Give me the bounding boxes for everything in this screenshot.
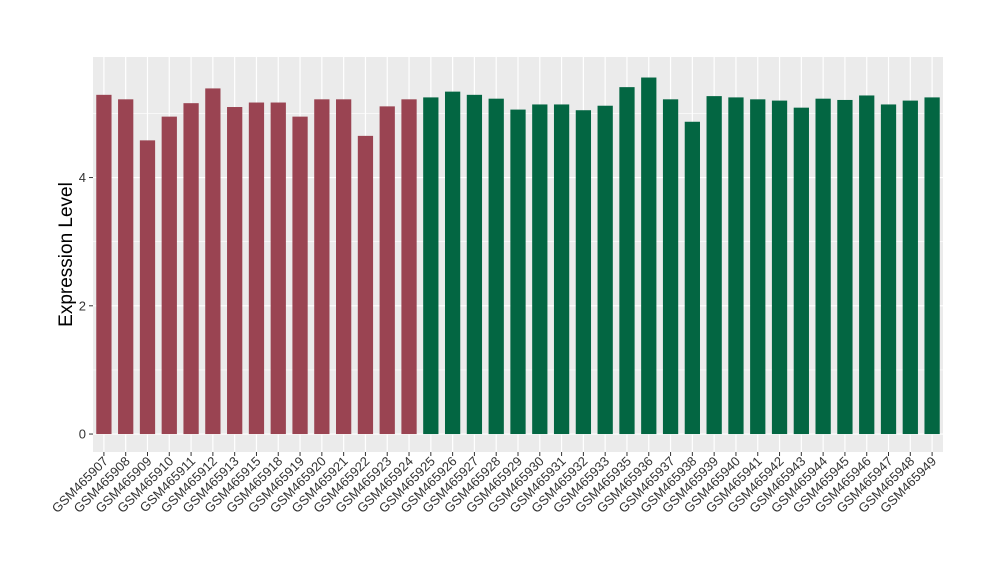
bar-gsm465936 (641, 77, 657, 435)
bar-gsm465909 (139, 140, 156, 435)
bar-gsm465923 (379, 106, 395, 435)
bar-gsm465915 (248, 102, 265, 435)
bar-gsm465925 (423, 97, 439, 435)
bar-gsm465928 (488, 98, 504, 435)
bar-gsm465918 (270, 102, 286, 435)
bar-gsm465947 (880, 104, 897, 435)
bar-gsm465942 (771, 100, 788, 435)
bar-gsm465929 (510, 109, 526, 435)
bar-gsm465927 (466, 94, 483, 435)
bar-gsm465939 (706, 96, 722, 435)
bar-gsm465949 (924, 97, 940, 435)
bar-gsm465924 (401, 99, 417, 435)
bar-gsm465930 (532, 104, 548, 435)
bar-gsm465931 (553, 104, 570, 435)
bar-gsm465933 (597, 105, 613, 435)
y-tick-label: 0 (79, 427, 86, 442)
bar-gsm465908 (118, 99, 134, 435)
bar-gsm465910 (161, 116, 177, 435)
bar-gsm465948 (902, 100, 918, 435)
bar-gsm465937 (662, 99, 679, 435)
bar-gsm465907 (96, 94, 112, 435)
bar-gsm465943 (793, 107, 809, 435)
bar-gsm465944 (815, 98, 831, 435)
bar-gsm465913 (227, 107, 243, 435)
bar-gsm465920 (314, 99, 330, 435)
y-tick-label: 2 (79, 298, 86, 313)
bar-gsm465946 (859, 95, 875, 435)
bar-gsm465938 (684, 121, 700, 435)
bars (96, 77, 940, 435)
bar-gsm465926 (444, 91, 461, 435)
bar-gsm465935 (619, 87, 635, 435)
bar-gsm465921 (336, 99, 352, 435)
bar-gsm465945 (837, 99, 853, 435)
bar-gsm465940 (728, 97, 744, 435)
bar-gsm465919 (292, 116, 308, 435)
y-axis: 0 2 4 (79, 170, 93, 442)
bar-gsm465941 (750, 99, 766, 435)
bar-gsm465912 (205, 88, 221, 435)
y-axis-title: Expression Level (56, 182, 77, 327)
bar-gsm465932 (575, 110, 592, 435)
y-tick-label: 4 (79, 170, 86, 185)
x-axis: GSM465907GSM465908GSM465909GSM465910GSM4… (49, 452, 939, 516)
bar-gsm465922 (357, 135, 374, 435)
bar-gsm465911 (183, 103, 199, 435)
